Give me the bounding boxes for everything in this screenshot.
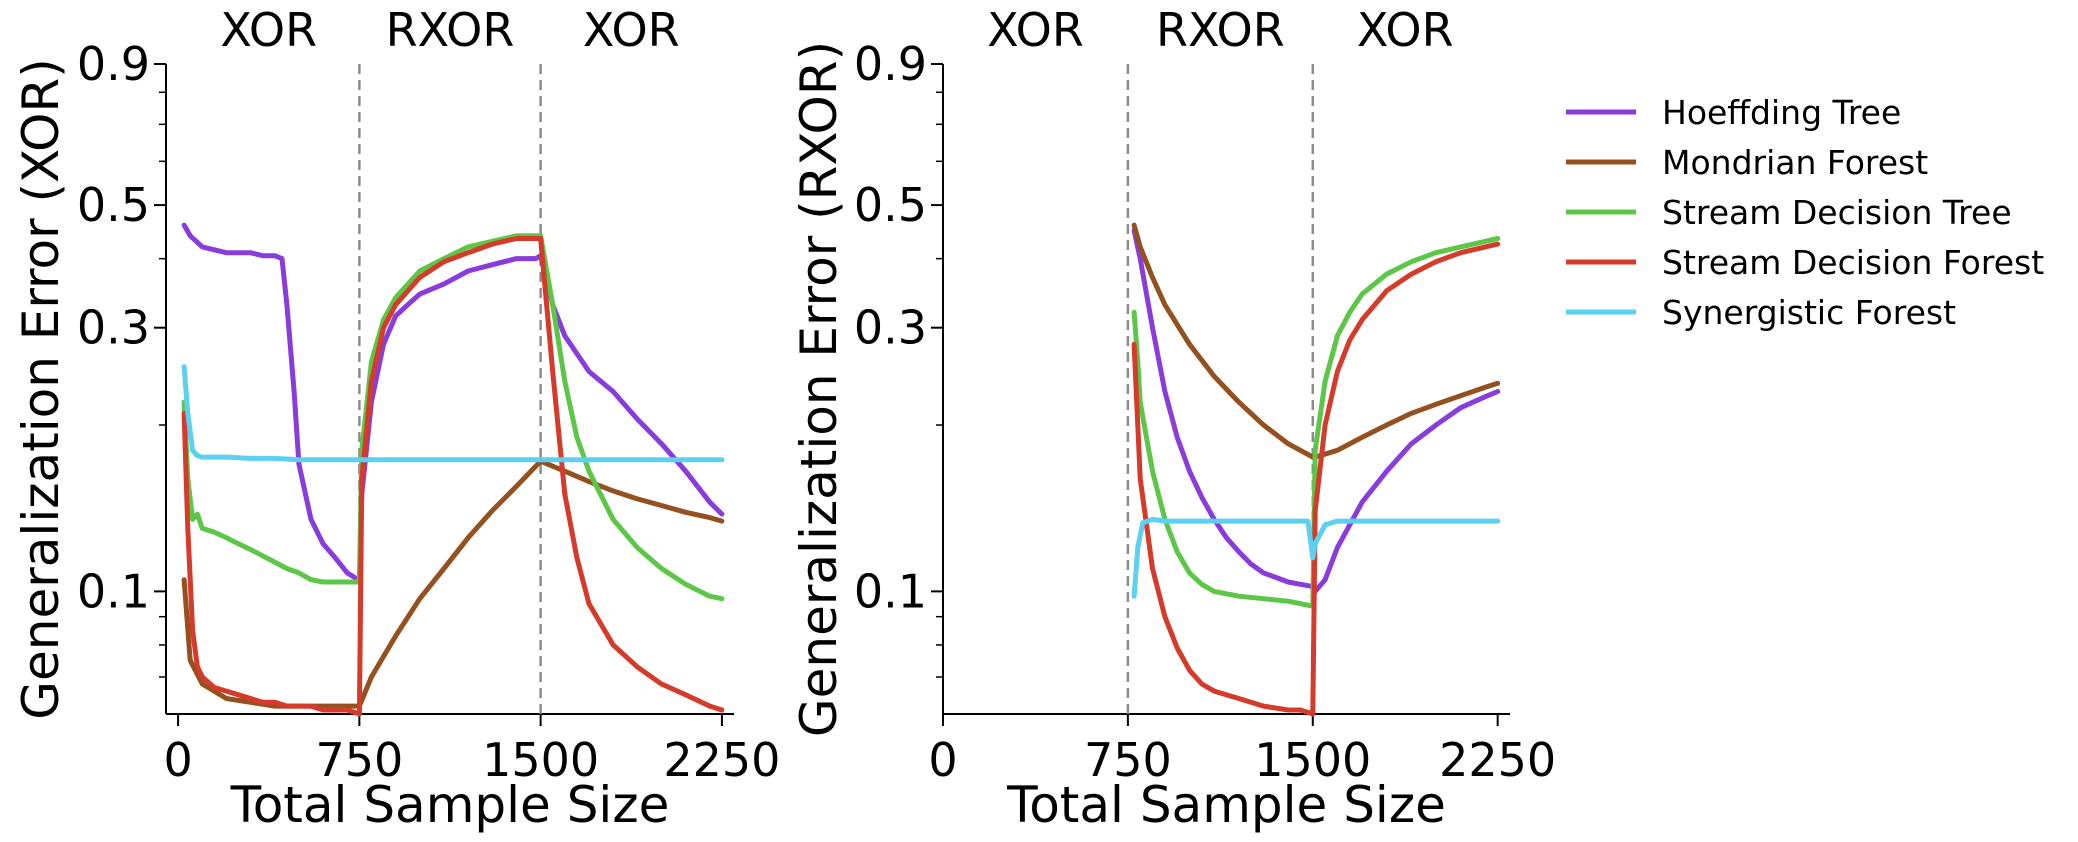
right-chart: 0.1 0.3 0.5 0.9 0 750 1500 2250 XOR RXOR XOR Total …	[790, 3, 1556, 834]
legend-label-stream-decision-forest: Stream Decision Forest	[1662, 243, 2044, 282]
x-axis-label: Total Sample Size	[1006, 776, 1446, 834]
series-line-hoeffding-tree	[1131, 227, 1501, 594]
x-tick-label: 750	[1084, 733, 1172, 787]
legend-label-synergistic-forest: Synergistic Forest	[1662, 293, 1956, 332]
y-axis-label: Generalization Error (RXOR)	[790, 41, 848, 737]
x-tick-label: 1500	[482, 733, 599, 787]
x-axis-label: Total Sample Size	[230, 776, 670, 834]
y-axis-label: Generalization Error (XOR)	[12, 58, 70, 719]
y-tick-label: 0.5	[854, 178, 927, 232]
y-tick-label: 0.9	[77, 37, 150, 91]
x-tick-label: 0	[928, 733, 957, 787]
series-line-mondrian-forest	[181, 458, 725, 709]
y-tick-label: 0.3	[77, 301, 150, 355]
x-tick-label: 750	[315, 733, 403, 787]
y-tick-label: 0.1	[77, 564, 150, 618]
phase-label: XOR	[1357, 3, 1454, 57]
series-line-synergistic-forest	[181, 364, 725, 463]
legend-label-hoeffding-tree: Hoeffding Tree	[1662, 93, 1901, 132]
series-line-stream-decision-forest	[1131, 241, 1501, 717]
x-tick-label: 1500	[1254, 733, 1371, 787]
left-chart: 0.1 0.3 0.5 0.9 0 750 1500 2250 XOR RXOR XOR Total …	[12, 3, 780, 834]
phase-label: RXOR	[386, 3, 515, 57]
x-tick-label: 2250	[663, 733, 780, 787]
y-tick-label: 0.3	[854, 301, 927, 355]
y-tick-label: 0.5	[77, 178, 150, 232]
legend-label-stream-decision-tree: Stream Decision Tree	[1662, 193, 2012, 232]
y-tick-label: 0.1	[854, 564, 927, 618]
phase-label: RXOR	[1156, 3, 1285, 57]
series-line-hoeffding-tree	[181, 222, 725, 585]
phase-label: XOR	[583, 3, 680, 57]
x-tick-label: 0	[163, 733, 192, 787]
y-tick-label: 0.9	[854, 37, 927, 91]
series-line-synergistic-forest	[1131, 516, 1501, 599]
phase-label: XOR	[220, 3, 317, 57]
legend: Hoeffding Tree Mondrian Forest Stream Deci…	[1566, 93, 2044, 332]
phase-label: XOR	[987, 3, 1084, 57]
legend-label-mondrian-forest: Mondrian Forest	[1662, 143, 1928, 182]
series-line-stream-decision-tree	[181, 233, 725, 602]
series-line-stream-decision-forest	[181, 236, 725, 717]
x-tick-label: 2250	[1439, 733, 1556, 787]
